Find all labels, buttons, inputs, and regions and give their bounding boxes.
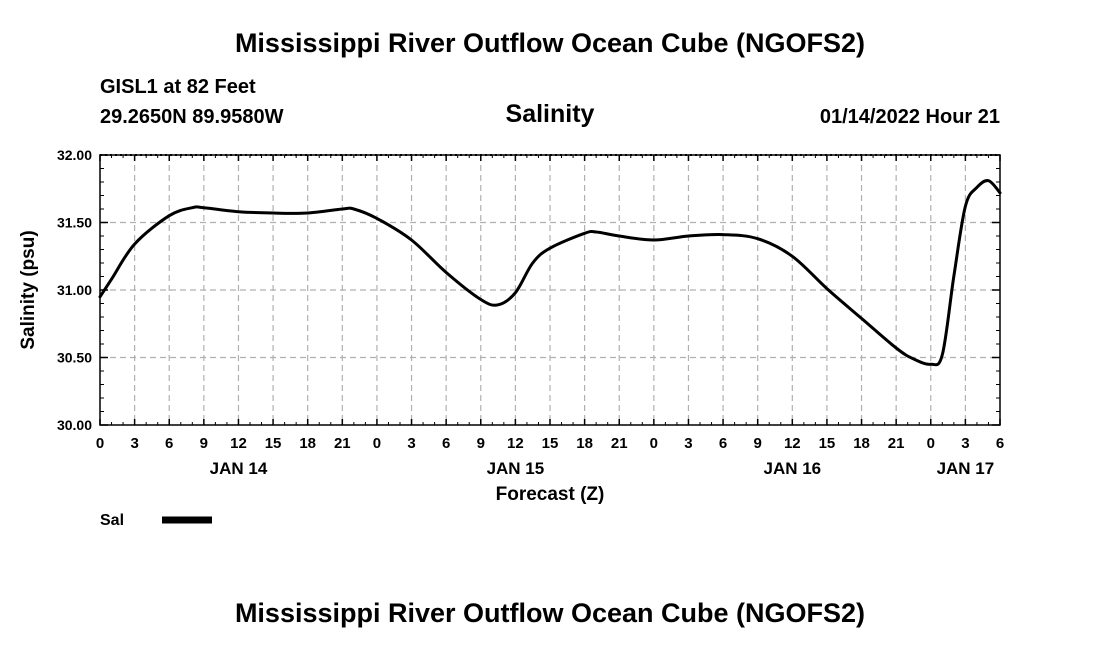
x-tick-label: 6	[165, 435, 173, 452]
x-tick-label: 18	[853, 435, 870, 452]
x-tick-label: 9	[477, 435, 485, 452]
x-tick-label: 21	[334, 435, 351, 452]
date-label: JAN 14	[210, 459, 268, 478]
x-tick-label: 3	[130, 435, 138, 452]
date-label: JAN 16	[763, 459, 821, 478]
y-tick-label: 30.50	[57, 350, 92, 366]
x-tick-label: 3	[684, 435, 692, 452]
x-tick-label: 6	[442, 435, 450, 452]
x-tick-label: 0	[927, 435, 935, 452]
x-tick-label: 3	[961, 435, 969, 452]
x-tick-label: 3	[407, 435, 415, 452]
x-tick-label: 18	[299, 435, 316, 452]
legend-label: Sal	[100, 512, 124, 529]
x-tick-label: 0	[650, 435, 658, 452]
y-tick-label: 31.00	[57, 282, 92, 298]
x-tick-label: 12	[230, 435, 247, 452]
date-label: JAN 17	[937, 459, 995, 478]
y-tick-label: 31.50	[57, 215, 92, 231]
x-tick-label: 0	[96, 435, 104, 452]
x-tick-label: 21	[611, 435, 628, 452]
chart-subtitle: Salinity	[505, 100, 595, 128]
forecast-datetime: 01/14/2022 Hour 21	[819, 106, 1000, 128]
x-tick-label: 0	[373, 435, 381, 452]
station-coordinates: 29.2650N 89.9580W	[100, 106, 284, 128]
chart-main-title: Mississippi River Outflow Ocean Cube (NG…	[234, 28, 866, 58]
x-axis-title: Forecast (Z)	[496, 484, 605, 505]
x-tick-label: 6	[996, 435, 1004, 452]
x-tick-label: 6	[719, 435, 727, 452]
y-tick-label: 32.00	[57, 147, 92, 163]
x-tick-label: 12	[507, 435, 524, 452]
footer-title: Mississippi River Outflow Ocean Cube (NG…	[234, 598, 866, 628]
y-tick-label: 30.00	[57, 417, 92, 433]
x-tick-label: 21	[888, 435, 905, 452]
x-tick-label: 15	[542, 435, 559, 452]
station-label: GISL1 at 82 Feet	[100, 76, 256, 98]
x-tick-label: 15	[819, 435, 836, 452]
series-line-sal	[98, 179, 1002, 367]
x-tick-label: 9	[754, 435, 762, 452]
x-tick-label: 12	[784, 435, 801, 452]
x-tick-label: 18	[576, 435, 593, 452]
x-tick-label: 9	[200, 435, 208, 452]
x-tick-label: 15	[265, 435, 282, 452]
y-axis-title: Salinity (psu)	[18, 230, 39, 349]
date-label: JAN 15	[487, 459, 545, 478]
